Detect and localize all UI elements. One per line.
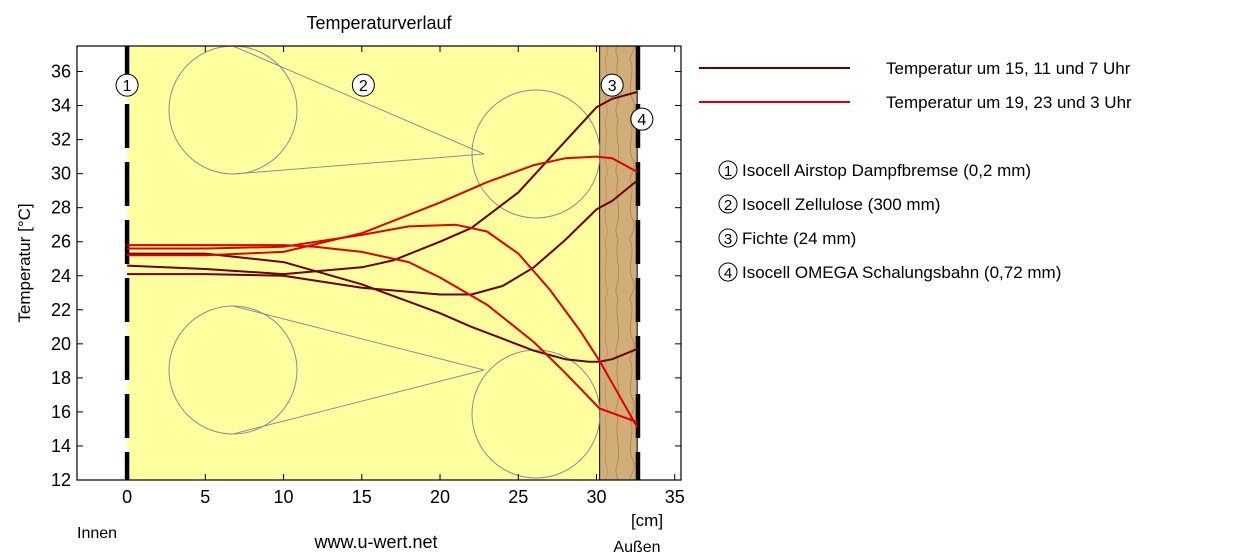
plot-marker-circle-3 [600,73,624,97]
chart-title: Temperaturverlauf [306,13,452,33]
layer-list-label-3: Fichte (24 mm) [742,229,856,248]
series-0-line-0 [127,91,638,276]
x-tick-label: 10 [274,487,294,507]
series-0-line-1 [127,179,638,296]
series-1-line-0 [127,155,638,257]
layer-list-marker-1 [718,160,738,180]
layer-list-label-4: Isocell OMEGA Schalungsbahn (0,72 mm) [742,263,1061,282]
x-axis-ticks: 0 5 10 15 20 25 30 35 [122,46,685,507]
layer-markers: 1 2 3 4 [115,73,654,131]
layer-list-marker-3 [718,228,738,248]
plot-marker-number-2: 2 [359,78,368,95]
x-tick-label: 25 [508,487,528,507]
layer-list-number-4: 4 [724,265,732,282]
x-tick-label: 0 [122,487,132,507]
y-tick-label: 20 [51,334,71,354]
y-tick-label: 12 [51,470,71,490]
layer-list-label-1: Isocell Airstop Dampfbremse (0,2 mm) [742,161,1031,180]
x-axis-unit-label: [cm] [631,511,663,530]
layer-list-number-1: 1 [724,163,732,180]
plot-marker-number-3: 3 [608,78,617,95]
x-tick-label: 35 [665,487,685,507]
layer-list-number-3: 3 [724,231,732,248]
plot-frame [76,45,682,481]
legend-label-red: Temperatur um 19, 23 und 3 Uhr [886,93,1132,112]
y-tick-label: 18 [51,368,71,388]
y-tick-label: 30 [51,164,71,184]
layer-list-number-2: 2 [724,197,732,214]
plot-marker-circle-4 [630,107,654,131]
y-axis-label: Temperatur [°C] [15,203,34,322]
plot-marker-number-4: 4 [637,112,646,129]
layer-list: 1 Isocell Airstop Dampfbremse (0,2 mm) 2… [718,160,1061,282]
plot-marker-circle-2 [351,73,375,97]
x-tick-label: 15 [352,487,372,507]
y-tick-label: 14 [51,436,71,456]
insulation-pattern [168,46,601,479]
temperature-curves [127,91,639,428]
series-1-line-2 [127,244,638,424]
y-tick-label: 16 [51,402,71,422]
x-tick-label: 30 [586,487,606,507]
y-tick-label: 36 [51,62,71,82]
legend: Temperatur um 15, 11 und 7 Uhr Temperatu… [699,59,1132,112]
layer-list-marker-4 [718,262,738,282]
x-tick-label: 5 [200,487,210,507]
website-label: www.u-wert.net [313,532,437,552]
y-tick-label: 32 [51,130,71,150]
plot-marker-number-1: 1 [123,78,132,95]
y-tick-label: 24 [51,266,71,286]
x-tick-label: 20 [430,487,450,507]
legend-label-dark: Temperatur um 15, 11 und 7 Uhr [886,59,1131,78]
layer-list-marker-2 [718,194,738,214]
y-tick-label: 34 [51,96,71,116]
y-tick-label: 26 [51,232,71,252]
outside-label: Außen [613,539,660,556]
plot-marker-circle-1 [115,73,139,97]
layer-list-label-2: Isocell Zellulose (300 mm) [742,195,940,214]
y-tick-label: 28 [51,198,71,218]
zellulose-layer-fill [127,46,600,480]
inside-label: Innen [77,525,117,542]
series-1-line-1 [127,223,639,428]
y-tick-label: 22 [51,300,71,320]
